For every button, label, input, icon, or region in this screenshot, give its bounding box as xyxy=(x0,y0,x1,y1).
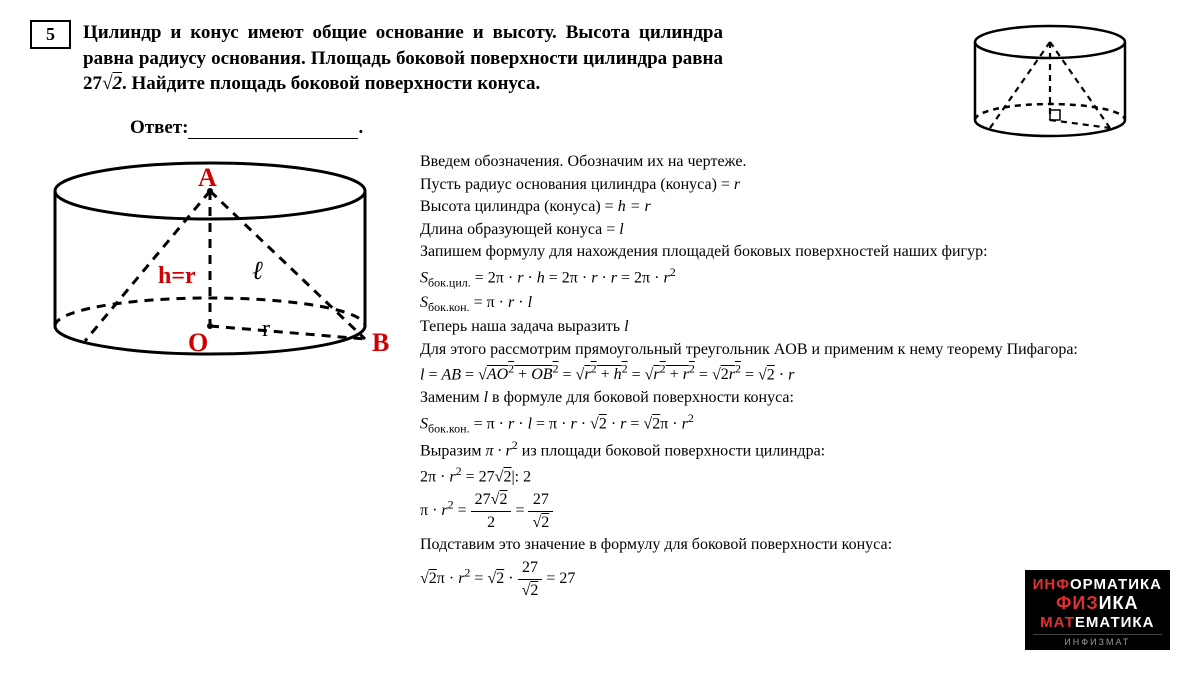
sol-l7: Sбок.кон. = π · r · l xyxy=(420,292,1170,315)
sol-l14: 2π · r2 = 27√2|: 2 xyxy=(420,463,1170,488)
answer-label: Ответ: xyxy=(130,117,188,138)
logo-badge: ИНФОРМАТИКА ФИЗИКА МАТЕМАТИКА ИНФИЗМАТ xyxy=(1025,570,1170,650)
solution-figure: A O B h=r ℓ r xyxy=(30,151,400,602)
sol-l6: Sбок.цил. = 2π · r · h = 2π · r · r = 2π… xyxy=(420,264,1170,291)
sol-l12: Sбок.кон. = π · r · l = π · r · √2 · r =… xyxy=(420,410,1170,437)
sol-l2: Пусть радиус основания цилиндра (конуса)… xyxy=(420,174,1170,196)
sol-l13: Выразим π · r2 из площади боковой поверх… xyxy=(420,437,1170,462)
sol-l3: Высота цилиндра (конуса) = h = r xyxy=(420,196,1170,218)
sol-l10: l = AB = √AO2 + OB2 = √r2 + h2 = √r2 + r… xyxy=(420,361,1170,386)
sol-l16: Подставим это значение в формулу для бок… xyxy=(420,534,1170,556)
answer-blank xyxy=(188,138,358,139)
label-O: O xyxy=(188,328,208,357)
sol-l9: Для этого рассмотрим прямоугольный треуг… xyxy=(420,339,1170,361)
sol-l15: π · r2 = 27√22 = 27√2 xyxy=(420,489,1170,533)
sol-l11: Заменим l в формуле для боковой поверхно… xyxy=(420,387,1170,409)
label-h: h=r xyxy=(158,263,196,289)
sol-l1: Введем обозначения. Обозначим их на черт… xyxy=(420,151,1170,173)
label-B: B xyxy=(372,328,389,357)
problem-figure-icon xyxy=(960,20,1140,140)
label-l: ℓ xyxy=(252,256,263,285)
solution-text: Введем обозначения. Обозначим их на черт… xyxy=(420,151,1170,602)
sol-l8: Теперь наша задача выразить l xyxy=(420,316,1170,338)
sol-l4: Длина образующей конуса = l xyxy=(420,219,1170,241)
sol-l5: Запишем формулу для нахождения площадей … xyxy=(420,241,1170,263)
problem-text: Цилиндр и конус имеют общие основание и … xyxy=(83,20,723,97)
problem-number: 5 xyxy=(30,20,71,49)
label-A: A xyxy=(198,163,217,192)
label-r: r xyxy=(262,316,270,342)
